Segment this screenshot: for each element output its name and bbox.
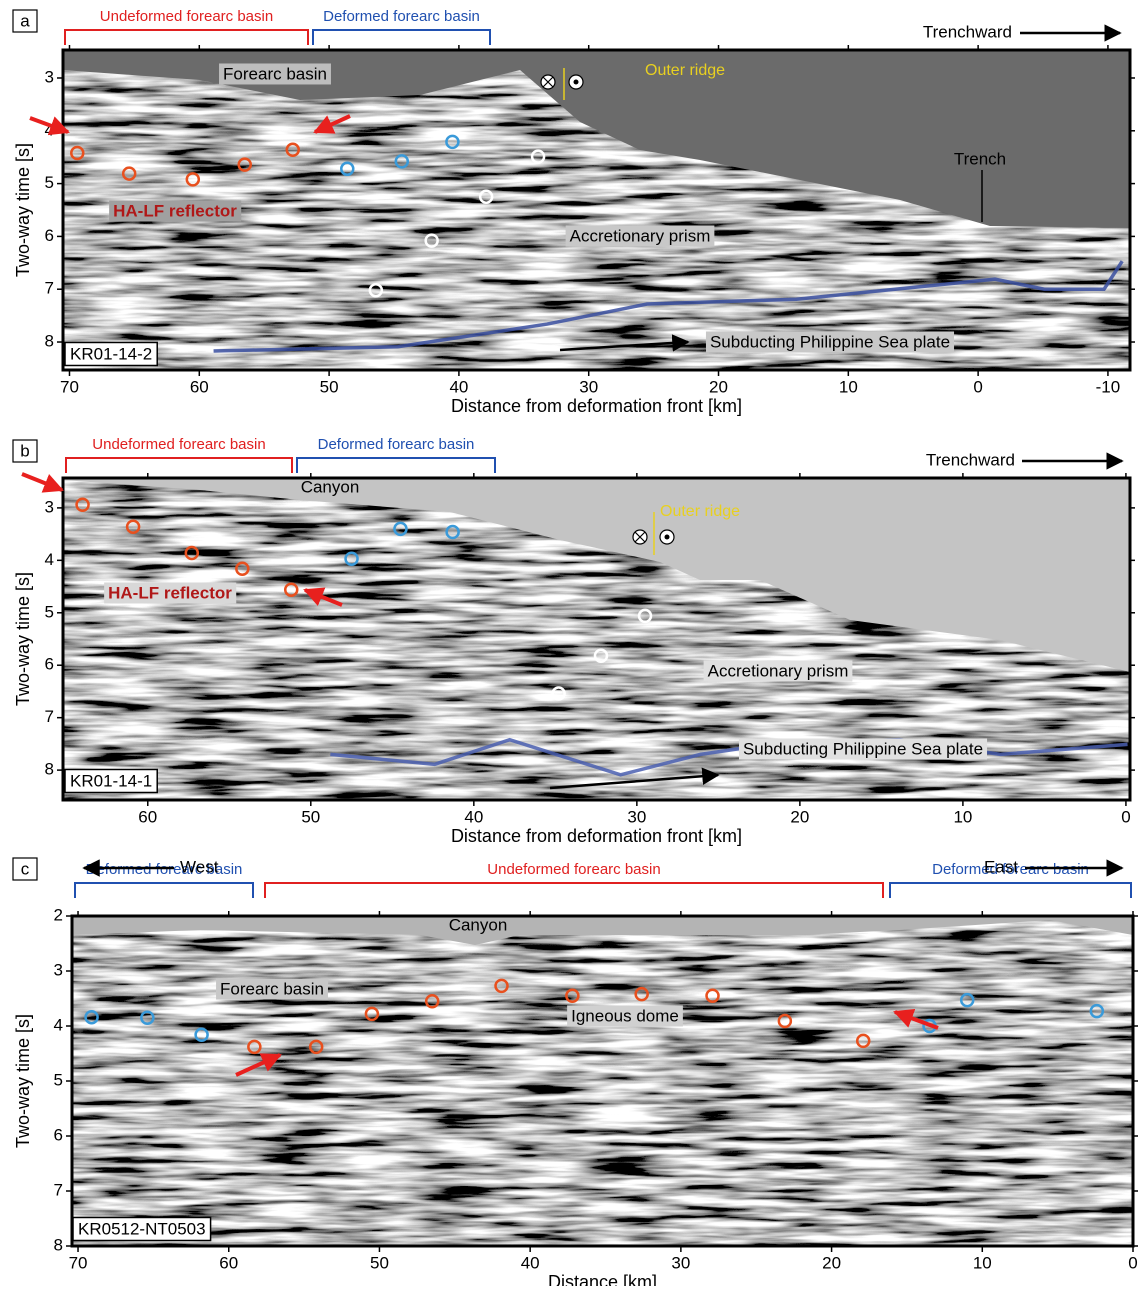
y-tick-label: 7 [54, 1180, 63, 1199]
y-tick-label: 5 [54, 1070, 63, 1089]
y-axis-label: Two-way time [s] [13, 1014, 33, 1148]
bracket-label: Deformed forearc basin [323, 8, 480, 25]
x-tick-label: 70 [69, 1253, 88, 1272]
direction-label: Trenchward [923, 22, 1012, 41]
x-axis-label: Distance from deformation front [km] [451, 396, 742, 416]
x-tick-label: 10 [839, 377, 858, 396]
x-tick-label: 40 [464, 807, 483, 826]
annotation: Outer ridge [645, 62, 725, 79]
direction-label: Trenchward [926, 450, 1015, 469]
y-tick-label: 3 [45, 67, 54, 86]
plot-area [72, 916, 1133, 1246]
panel-label: b [20, 441, 29, 460]
annotation: Forearc basin [220, 979, 324, 998]
y-tick-label: 7 [45, 707, 54, 726]
bracket-label: Undeformed forearc basin [92, 436, 265, 453]
bracket-label: Deformed forearc basin [318, 436, 475, 453]
y-tick-label: 4 [54, 1015, 63, 1034]
x-tick-label: 50 [320, 377, 339, 396]
annotation: HA-LF reflector [113, 201, 237, 220]
annotation: Trench [954, 149, 1006, 168]
direction-label: West [180, 857, 219, 876]
pointer-arrow [22, 474, 62, 490]
x-tick-label: 30 [627, 807, 646, 826]
profile-name: KR0512-NT0503 [78, 1219, 206, 1238]
x-tick-label: 20 [790, 807, 809, 826]
panel-label: a [20, 11, 30, 30]
profile-name: KR01-14-1 [70, 771, 152, 790]
bracket [265, 883, 883, 898]
y-tick-label: 8 [45, 760, 54, 779]
out-page-dot [665, 535, 670, 540]
seismic-section [72, 916, 1133, 1246]
out-page-dot [574, 80, 579, 85]
annotation: HA-LF reflector [108, 583, 232, 602]
x-tick-label: 40 [449, 377, 468, 396]
y-axis-label: Two-way time [s] [13, 143, 33, 277]
x-tick-label: 0 [1121, 807, 1130, 826]
x-tick-label: 60 [190, 377, 209, 396]
bracket [66, 458, 292, 473]
annotation: Canyon [301, 477, 360, 496]
x-tick-label: 0 [1128, 1253, 1137, 1272]
bracket-label: Undeformed forearc basin [487, 861, 660, 878]
x-tick-label: 20 [709, 377, 728, 396]
x-tick-label: 60 [219, 1253, 238, 1272]
annotation: Forearc basin [223, 64, 327, 83]
x-tick-label: 30 [671, 1253, 690, 1272]
annotation: Canyon [449, 915, 508, 934]
x-tick-label: 40 [521, 1253, 540, 1272]
y-tick-label: 4 [45, 550, 54, 569]
x-tick-label: 70 [60, 377, 79, 396]
bracket [297, 458, 495, 473]
x-tick-label: 0 [973, 377, 982, 396]
y-tick-label: 3 [45, 497, 54, 516]
x-tick-label: 10 [953, 807, 972, 826]
y-tick-label: 5 [45, 173, 54, 192]
direction-label: East [984, 857, 1018, 876]
x-tick-label: 10 [973, 1253, 992, 1272]
bracket [75, 883, 253, 898]
annotation: Subducting Philippine Sea plate [743, 739, 983, 758]
x-tick-label: 20 [822, 1253, 841, 1272]
y-tick-label: 6 [54, 1125, 63, 1144]
y-tick-label: 7 [45, 279, 54, 298]
x-tick-label: 50 [301, 807, 320, 826]
y-axis-label: Two-way time [s] [13, 572, 33, 706]
annotation: Outer ridge [660, 503, 740, 520]
x-axis-label: Distance [km] [548, 1272, 657, 1286]
y-tick-label: 2 [54, 905, 63, 924]
x-tick-label: 60 [138, 807, 157, 826]
profile-name: KR01-14-2 [70, 344, 152, 363]
x-tick-label: 30 [579, 377, 598, 396]
x-axis-label: Distance from deformation front [km] [451, 826, 742, 846]
panel-label: c [21, 859, 30, 878]
y-tick-label: 3 [54, 960, 63, 979]
y-tick-label: 6 [45, 655, 54, 674]
bracket-label: Undeformed forearc basin [100, 8, 273, 25]
bracket [890, 883, 1131, 898]
annotation: Accretionary prism [708, 661, 849, 680]
x-tick-label: 50 [370, 1253, 389, 1272]
annotation: Subducting Philippine Sea plate [710, 332, 950, 351]
y-tick-label: 6 [45, 226, 54, 245]
y-tick-label: 8 [54, 1235, 63, 1254]
bracket [65, 30, 308, 45]
bracket-label: Deformed forearc basin [86, 861, 243, 878]
y-tick-label: 5 [45, 602, 54, 621]
x-tick-label: -10 [1096, 377, 1121, 396]
annotation: Accretionary prism [570, 226, 711, 245]
annotation: Igneous dome [571, 1006, 679, 1025]
figure: 706050403020100-10345678Distance from de… [0, 0, 1142, 1286]
bracket [313, 30, 490, 45]
y-tick-label: 8 [45, 331, 54, 350]
